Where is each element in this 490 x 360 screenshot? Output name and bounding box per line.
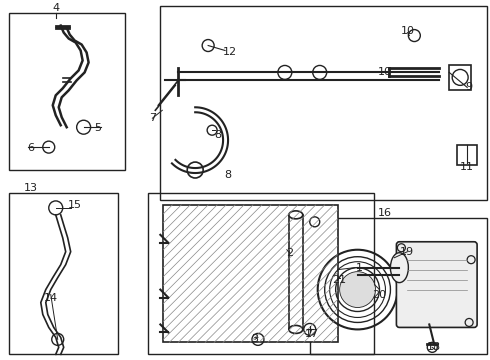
Text: 21: 21	[333, 275, 347, 285]
Text: 10: 10	[400, 26, 415, 36]
Text: 3: 3	[251, 334, 258, 345]
Text: 16: 16	[377, 208, 392, 218]
Text: 15: 15	[68, 200, 82, 210]
Text: 5: 5	[94, 123, 101, 133]
Text: 13: 13	[24, 183, 38, 193]
FancyBboxPatch shape	[396, 242, 477, 328]
Text: 11: 11	[460, 162, 474, 172]
Bar	[457, 145, 477, 165]
Text: 9: 9	[466, 82, 473, 93]
Bar	[9, 193, 119, 354]
Ellipse shape	[391, 253, 408, 283]
Text: 17: 17	[305, 329, 319, 339]
Text: 20: 20	[372, 289, 387, 300]
Text: 8: 8	[224, 170, 232, 180]
Bar	[160, 6, 487, 200]
Text: 1: 1	[356, 263, 363, 273]
Text: 8: 8	[215, 130, 221, 140]
Bar	[9, 13, 125, 170]
Text: 10: 10	[377, 67, 392, 77]
Ellipse shape	[289, 325, 303, 333]
Text: 7: 7	[149, 113, 156, 123]
Text: 4: 4	[52, 3, 59, 13]
Text: 14: 14	[44, 293, 58, 302]
Bar	[449, 66, 471, 90]
Bar	[289, 215, 303, 329]
Text: 12: 12	[223, 48, 237, 58]
Text: 18: 18	[427, 342, 441, 352]
Circle shape	[340, 272, 375, 307]
Text: 19: 19	[400, 247, 415, 257]
Bar	[163, 205, 338, 342]
Bar	[148, 193, 374, 354]
Text: 2: 2	[286, 248, 294, 258]
Text: 6: 6	[27, 143, 34, 153]
Ellipse shape	[289, 211, 303, 219]
Bar	[310, 218, 487, 354]
